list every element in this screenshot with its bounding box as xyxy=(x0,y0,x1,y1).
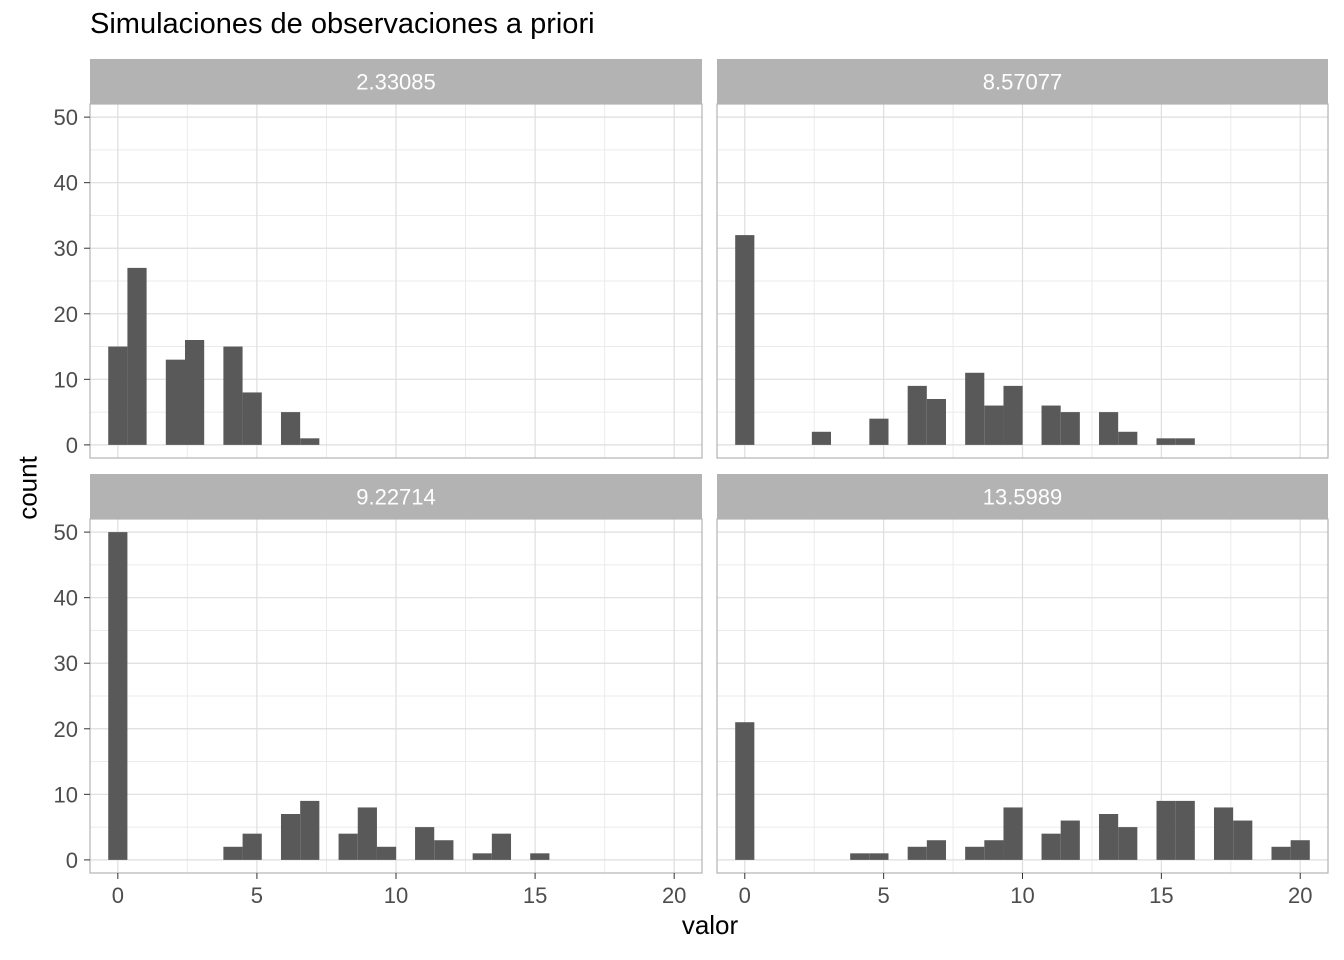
histogram-bar xyxy=(1041,405,1061,445)
y-tick-label: 30 xyxy=(54,651,78,676)
y-tick-label: 30 xyxy=(54,236,78,261)
histogram-bar xyxy=(1233,820,1253,860)
histogram-bar xyxy=(165,359,185,445)
histogram-bar xyxy=(1156,800,1176,860)
y-tick-label: 10 xyxy=(54,367,78,392)
histogram-bar xyxy=(127,267,147,445)
y-tick-label: 50 xyxy=(54,520,78,545)
y-tick-label: 10 xyxy=(54,782,78,807)
x-tick-label: 5 xyxy=(251,883,263,908)
y-tick-label: 40 xyxy=(54,586,78,611)
histogram-bar xyxy=(965,372,985,445)
histogram-bar xyxy=(1099,814,1119,860)
histogram-bar xyxy=(108,532,128,860)
x-axis-title: valor xyxy=(681,910,739,940)
y-tick-label: 40 xyxy=(54,171,78,196)
histogram-bar xyxy=(280,814,301,860)
histogram-bar xyxy=(1213,807,1234,860)
histogram-bar xyxy=(300,800,320,860)
histogram-bar xyxy=(850,853,870,860)
histogram-bar xyxy=(223,346,243,445)
facet-strip-label: 13.5989 xyxy=(983,485,1063,510)
facet-strip xyxy=(90,474,702,519)
histogram-bar xyxy=(472,853,492,860)
histogram-bar xyxy=(338,833,358,860)
histogram-bar xyxy=(357,807,377,860)
histogram-bar xyxy=(185,340,205,445)
histogram-bar xyxy=(1175,800,1195,860)
histogram-bar xyxy=(869,853,889,860)
histogram-bar xyxy=(1118,431,1138,445)
histogram-bar xyxy=(300,438,320,445)
histogram-bar xyxy=(984,840,1004,860)
y-tick-label: 20 xyxy=(54,717,78,742)
histogram-bar xyxy=(926,840,946,860)
histogram-bar xyxy=(491,833,512,860)
x-tick-label: 20 xyxy=(662,883,686,908)
histogram-bar xyxy=(1099,412,1119,445)
y-tick-label: 0 xyxy=(66,433,78,458)
y-axis-title: count xyxy=(12,456,43,520)
histogram-bar xyxy=(1003,385,1023,445)
facet-strip xyxy=(717,59,1328,104)
x-tick-label: 10 xyxy=(1010,883,1034,908)
histogram-bar xyxy=(376,846,397,860)
x-tick-label: 0 xyxy=(739,883,751,908)
histogram-bar xyxy=(242,833,262,860)
x-tick-label: 15 xyxy=(523,883,547,908)
histogram-bar xyxy=(415,827,435,860)
histogram-bar xyxy=(223,846,243,860)
x-tick-label: 15 xyxy=(1149,883,1173,908)
histogram-bar xyxy=(1060,820,1080,860)
histogram-bar xyxy=(735,235,755,445)
histogram-bar xyxy=(242,392,262,445)
facet-strip-label: 8.57077 xyxy=(983,70,1063,95)
histogram-bar xyxy=(869,418,889,445)
histogram-bar xyxy=(907,385,927,445)
histogram-bar xyxy=(1271,846,1291,860)
histogram-bar xyxy=(530,853,550,860)
y-tick-label: 20 xyxy=(54,302,78,327)
histogram-bar xyxy=(1060,412,1080,445)
facet-strip-label: 9.22714 xyxy=(356,485,436,510)
histogram-bar xyxy=(984,405,1004,445)
facet-strip xyxy=(717,474,1328,519)
histogram-bar xyxy=(1003,807,1023,860)
x-tick-label: 20 xyxy=(1288,883,1312,908)
histogram-bar xyxy=(1041,833,1061,860)
x-tick-label: 0 xyxy=(112,883,124,908)
histogram-bar xyxy=(1175,438,1195,445)
chart-title: Simulaciones de observaciones a priori xyxy=(90,8,595,40)
histogram-bar xyxy=(926,399,946,445)
histogram-bar xyxy=(1290,840,1310,860)
histogram-bar xyxy=(907,846,927,860)
histogram-bar xyxy=(1156,438,1176,445)
y-tick-label: 50 xyxy=(54,105,78,130)
facet-strip xyxy=(90,59,702,104)
x-tick-label: 10 xyxy=(384,883,408,908)
histogram-bar xyxy=(280,412,301,445)
x-tick-label: 5 xyxy=(878,883,890,908)
histogram-bar xyxy=(108,346,128,445)
histogram-bar xyxy=(434,840,454,860)
histogram-bar xyxy=(965,846,985,860)
histogram-bar xyxy=(1118,827,1138,860)
facet-strip-label: 2.33085 xyxy=(356,70,436,95)
histogram-bar xyxy=(811,431,832,445)
histogram-bar xyxy=(735,722,755,860)
y-tick-label: 0 xyxy=(66,848,78,873)
